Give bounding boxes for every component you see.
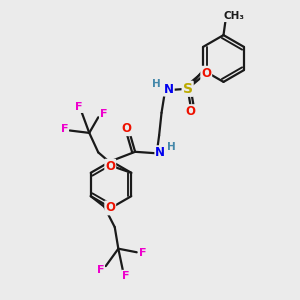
Text: O: O <box>105 160 115 173</box>
Text: F: F <box>75 102 82 112</box>
Text: F: F <box>61 124 68 134</box>
Text: H: H <box>167 142 176 152</box>
Text: F: F <box>97 265 104 275</box>
Text: F: F <box>100 109 107 119</box>
Text: F: F <box>122 271 130 281</box>
Text: O: O <box>105 201 115 214</box>
Text: O: O <box>121 122 131 135</box>
Text: CH₃: CH₃ <box>224 11 245 21</box>
Text: O: O <box>186 105 196 118</box>
Text: O: O <box>201 67 211 80</box>
Text: N: N <box>164 82 174 96</box>
Text: S: S <box>183 82 193 96</box>
Text: F: F <box>139 248 146 258</box>
Text: H: H <box>152 79 161 89</box>
Text: N: N <box>155 146 165 159</box>
